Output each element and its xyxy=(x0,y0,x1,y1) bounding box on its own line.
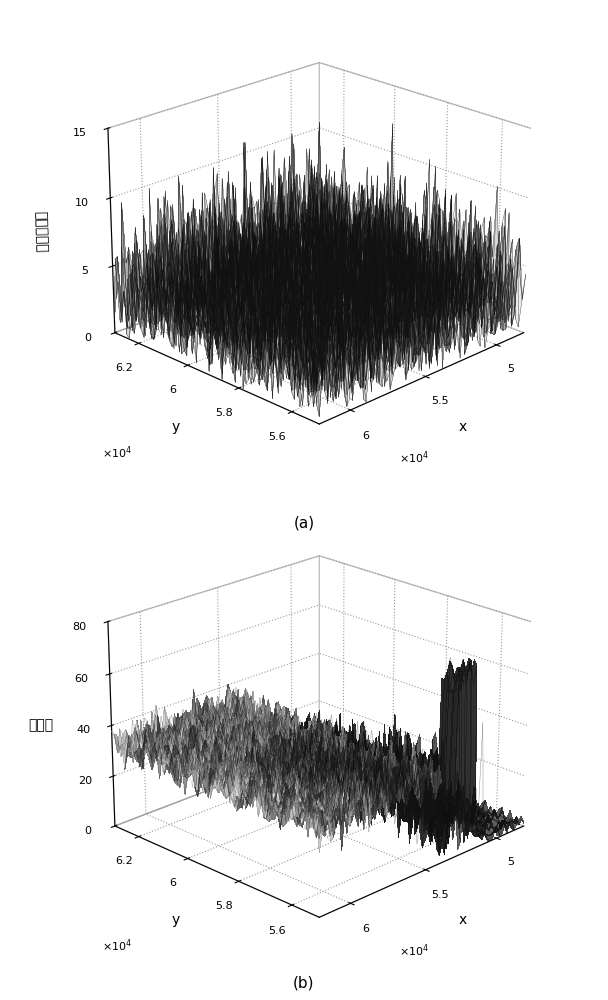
Text: $\times 10^4$: $\times 10^4$ xyxy=(398,449,429,466)
X-axis label: x: x xyxy=(458,420,467,434)
Text: (a): (a) xyxy=(294,515,314,530)
Y-axis label: y: y xyxy=(172,913,180,927)
Text: $\times 10^4$: $\times 10^4$ xyxy=(102,444,132,461)
Text: (b): (b) xyxy=(293,975,315,990)
Text: $\times 10^4$: $\times 10^4$ xyxy=(398,942,429,959)
X-axis label: x: x xyxy=(458,913,467,927)
Text: $\times 10^4$: $\times 10^4$ xyxy=(102,938,132,954)
Y-axis label: y: y xyxy=(172,420,180,434)
